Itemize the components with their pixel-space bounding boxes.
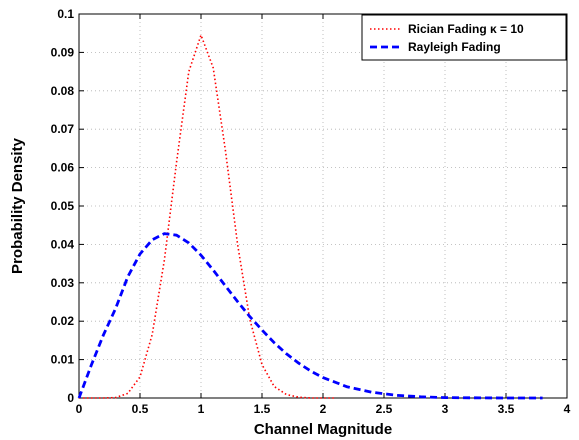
y-tick-label: 0.07 xyxy=(51,122,75,136)
x-tick-label: 4 xyxy=(564,402,571,416)
x-tick-label: 3.5 xyxy=(498,402,515,416)
series-line-rician xyxy=(79,34,336,399)
y-tick-label: 0.06 xyxy=(51,161,75,175)
y-axis-title: Probability Density xyxy=(9,137,26,274)
y-tick-label: 0.09 xyxy=(51,45,75,59)
y-tick-label: 0.03 xyxy=(51,276,75,290)
y-tick-label: 0.01 xyxy=(51,353,75,367)
legend: Rician Fading κ = 10 Rayleigh Fading xyxy=(361,14,567,61)
x-tick-label: 1.5 xyxy=(254,402,271,416)
series-layer xyxy=(77,34,543,400)
x-tick-label: 1 xyxy=(198,402,205,416)
y-tick-label: 0.02 xyxy=(51,314,75,328)
y-tick-label: 0.1 xyxy=(57,7,74,21)
x-tick-label: 2.5 xyxy=(376,402,393,416)
legend-label-rician: Rician Fading κ = 10 xyxy=(408,22,524,36)
legend-box xyxy=(361,14,567,61)
y-tick-label: 0.05 xyxy=(51,199,75,213)
x-tick-label: 0.5 xyxy=(132,402,149,416)
y-tick-label: 0.08 xyxy=(51,84,75,98)
x-tick-label: 2 xyxy=(320,402,327,416)
y-tick-label: 0.04 xyxy=(51,237,75,251)
ticks: 0 0.5 1 1.5 2 2.5 3 3.5 4 0 0.01 0.02 0.03 0.04 0.05 0.… xyxy=(51,7,571,416)
y-tick-label: 0 xyxy=(67,391,74,405)
x-tick-label: 3 xyxy=(442,402,449,416)
x-tick-label: 0 xyxy=(76,402,83,416)
series-line-rayleigh xyxy=(77,232,543,400)
legend-label-rayleigh: Rayleigh Fading xyxy=(408,40,501,54)
x-axis-title: Channel Magnitude xyxy=(254,421,392,438)
grid xyxy=(79,14,567,398)
